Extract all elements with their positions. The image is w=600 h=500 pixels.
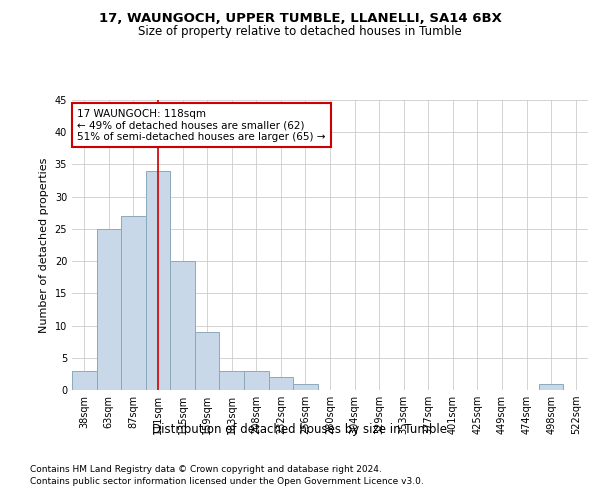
Bar: [170, 261, 195, 390]
Bar: [121, 216, 146, 390]
Text: 17 WAUNGOCH: 118sqm
← 49% of detached houses are smaller (62)
51% of semi-detach: 17 WAUNGOCH: 118sqm ← 49% of detached ho…: [77, 108, 326, 142]
Bar: [293, 384, 318, 390]
Bar: [539, 384, 563, 390]
Text: Distribution of detached houses by size in Tumble: Distribution of detached houses by size …: [152, 422, 448, 436]
Bar: [269, 377, 293, 390]
Text: Size of property relative to detached houses in Tumble: Size of property relative to detached ho…: [138, 25, 462, 38]
Bar: [195, 332, 220, 390]
Bar: [220, 370, 244, 390]
Text: Contains HM Land Registry data © Crown copyright and database right 2024.: Contains HM Land Registry data © Crown c…: [30, 465, 382, 474]
Bar: [244, 370, 269, 390]
Bar: [97, 229, 121, 390]
Text: 17, WAUNGOCH, UPPER TUMBLE, LLANELLI, SA14 6BX: 17, WAUNGOCH, UPPER TUMBLE, LLANELLI, SA…: [98, 12, 502, 26]
Bar: [72, 370, 97, 390]
Bar: [146, 171, 170, 390]
Text: Contains public sector information licensed under the Open Government Licence v3: Contains public sector information licen…: [30, 478, 424, 486]
Y-axis label: Number of detached properties: Number of detached properties: [39, 158, 49, 332]
